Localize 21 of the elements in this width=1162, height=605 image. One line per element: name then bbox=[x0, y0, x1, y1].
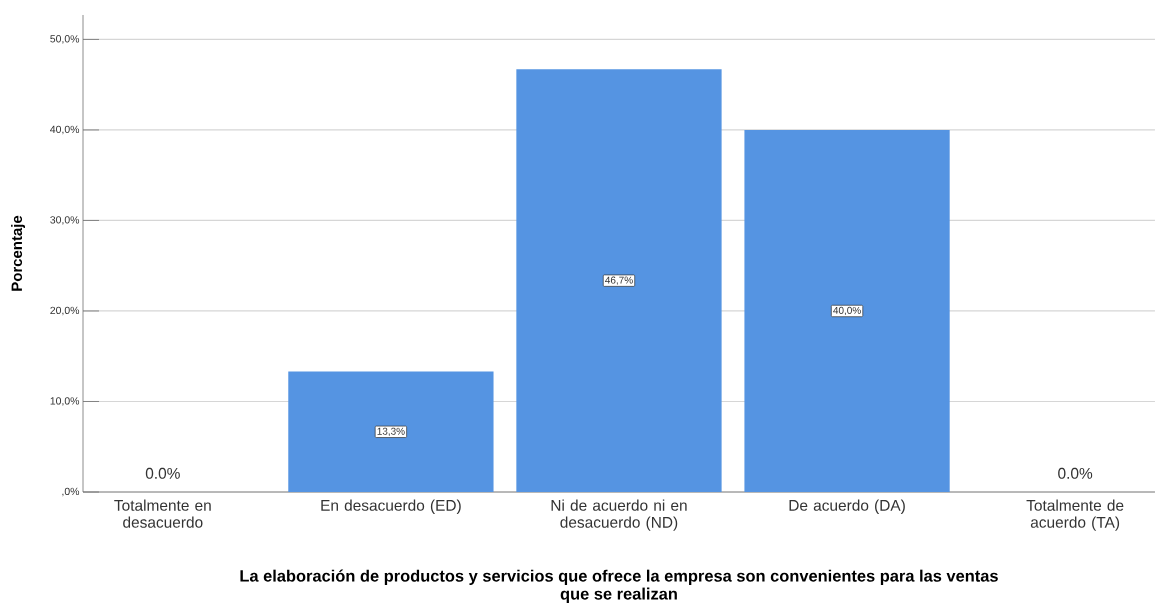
x-axis-title: La elaboración de productos y servicios que ofrece la empresa son convenientes para las ventas que se realizan bbox=[240, 569, 998, 603]
y-tick-label: 40,0% bbox=[50, 125, 80, 135]
bar bbox=[516, 69, 722, 492]
data-label: 0.0% bbox=[145, 467, 180, 479]
data-label: 0.0% bbox=[1058, 467, 1093, 479]
y-tick-label: 10,0% bbox=[50, 397, 80, 406]
y-axis-title: Porcentaje bbox=[11, 215, 25, 291]
x-tick-label: Totalmente en desacuerdo bbox=[114, 499, 211, 528]
data-label: 46,7% bbox=[605, 276, 633, 285]
x-tick-label: En desacuerdo (ED) bbox=[321, 499, 461, 514]
y-tick-label: 30,0% bbox=[50, 216, 80, 225]
x-tick-label: Ni de acuerdo ni en desacuerdo (ND) bbox=[551, 499, 687, 531]
y-tick-label: 50,0% bbox=[50, 35, 80, 44]
y-tick-label: ,0% bbox=[62, 487, 80, 497]
x-tick-label: De acuerdo (DA) bbox=[789, 499, 905, 514]
data-label: 13,3% bbox=[377, 427, 405, 436]
y-tick-label: 20,0% bbox=[50, 306, 80, 316]
x-tick-label: Totalmente de acuerdo (TA) bbox=[1026, 499, 1124, 531]
bar bbox=[744, 129, 950, 492]
bar bbox=[288, 371, 494, 492]
data-label: 40,0% bbox=[833, 306, 861, 316]
